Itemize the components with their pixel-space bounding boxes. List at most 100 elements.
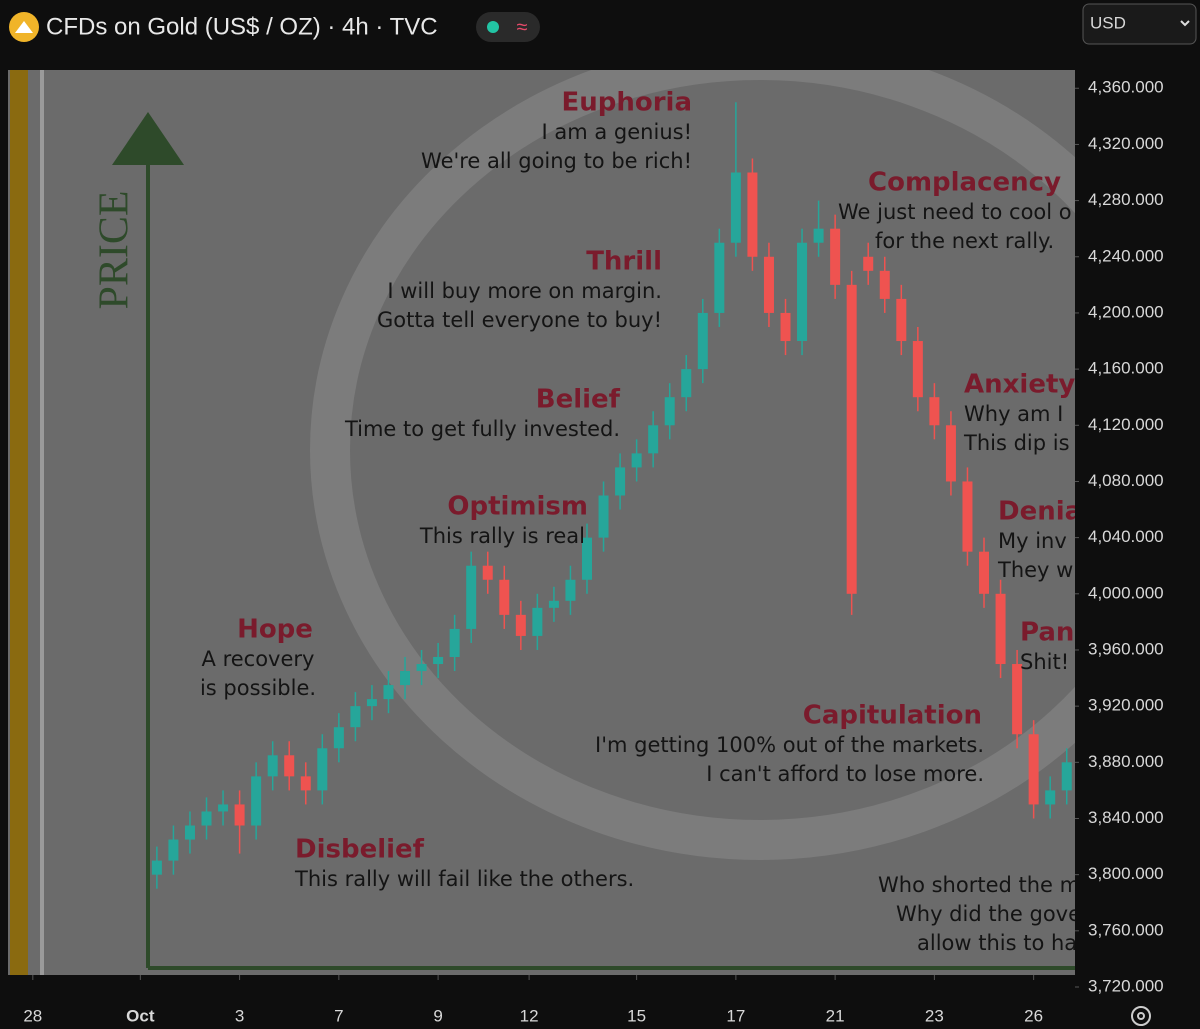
candle-body [184, 825, 195, 840]
candle-body [317, 748, 328, 791]
candle-body [284, 755, 295, 777]
x-tick-label: 15 [627, 1006, 646, 1025]
candle-body [648, 425, 659, 454]
phase-label: Hope [237, 615, 313, 645]
y-tick-label: 4,280.000 [1088, 190, 1164, 209]
candle-body [482, 565, 493, 580]
x-tick-label: 21 [826, 1006, 845, 1025]
x-tick-label: 17 [726, 1006, 745, 1025]
x-tick-label: 12 [520, 1006, 539, 1025]
gold-stripe [10, 70, 28, 975]
dropdown-chevron [1180, 20, 1190, 27]
candle-body [896, 298, 907, 342]
y-tick-label: 3,880.000 [1088, 752, 1164, 771]
logo-glyph [15, 21, 33, 33]
currency-label: USD [1090, 13, 1126, 32]
phase-text: Shit! [1020, 650, 1069, 674]
y-tick-label: 4,000.000 [1088, 583, 1164, 602]
phase-label: Denia [998, 497, 1082, 527]
phase-text: This dip is [963, 431, 1070, 455]
candle-body [879, 270, 890, 299]
candle-body [151, 860, 162, 875]
phase-text: Why am I [964, 402, 1063, 426]
y-tick-label: 4,360.000 [1088, 78, 1164, 97]
axes: 3,720.000 3,760.000 3,800.000 3,840.000 3,88… [23, 78, 1163, 1026]
phase-text: This rally is real [419, 524, 585, 548]
candle-body [350, 706, 361, 728]
phase-text: Why did the gove [896, 902, 1081, 926]
badge-symbol: ≈ [517, 16, 528, 38]
candle-body [433, 656, 444, 665]
candle-body [747, 172, 758, 257]
phase-label: Optimism [447, 492, 588, 522]
candle-body [929, 397, 940, 426]
phase-text: Gotta tell everyone to buy! [377, 308, 662, 332]
x-tick-label: 7 [334, 1006, 343, 1025]
candle-body [400, 671, 411, 686]
candle-body [681, 369, 692, 398]
phase-label: Pan [1020, 618, 1074, 648]
candle-body [300, 776, 311, 791]
candle-body [813, 228, 824, 243]
candle-body [449, 628, 460, 657]
phase-text: I will buy more on margin. [387, 279, 662, 303]
coin-watermark [310, 70, 1075, 860]
currency-select[interactable] [1082, 3, 1197, 45]
light-stripe [40, 70, 44, 975]
x-tick-label: 23 [925, 1006, 944, 1025]
candle-body [962, 481, 973, 552]
phase-text: allow this to ha [917, 931, 1077, 955]
candle-body [466, 565, 477, 629]
candle-body [995, 593, 1006, 665]
candle-body [697, 312, 708, 370]
candle-body [912, 341, 923, 398]
candle-body [234, 804, 245, 826]
phase-label: Belief [536, 385, 621, 415]
candle-body [631, 453, 642, 468]
candle-body [333, 727, 344, 749]
phase-label: Complacency [868, 168, 1061, 198]
phase-text: I am a genius! [542, 120, 692, 144]
phase-label: Disbelief [295, 835, 425, 865]
candles [151, 102, 1072, 889]
candle-body [581, 537, 592, 580]
y-tick-label: 4,240.000 [1088, 246, 1164, 265]
plot-area: PRICE [8, 70, 1075, 975]
cycle-axes [146, 150, 1075, 970]
candle-body [201, 811, 212, 826]
phase-text: I'm getting 100% out of the markets. [595, 733, 984, 757]
phase-label: Thrill [586, 247, 662, 277]
x-tick-label: 28 [23, 1006, 42, 1025]
candle-body [979, 551, 990, 594]
candle-body [565, 579, 576, 601]
x-tick-label: Oct [126, 1006, 155, 1025]
candle-body [863, 256, 874, 271]
y-tick-label: 4,080.000 [1088, 471, 1164, 490]
phase-text: My inv [998, 529, 1067, 553]
y-tick-label: 3,920.000 [1088, 696, 1164, 715]
candle-body [251, 776, 262, 826]
candle-body [515, 614, 526, 636]
price-label: PRICE [92, 190, 138, 309]
symbol-title[interactable]: CFDs on Gold (US$ / OZ) · 4h · TVC [46, 13, 438, 40]
phase-text: A recovery [202, 647, 315, 671]
settings-icon-core [1137, 1012, 1145, 1020]
candle-body [615, 467, 626, 496]
candle-body [548, 600, 559, 608]
candle-body [532, 607, 543, 636]
y-tick-label: 4,040.000 [1088, 527, 1164, 546]
status-badge[interactable] [476, 12, 540, 42]
candle-body [499, 579, 510, 615]
candle-body [267, 755, 278, 777]
candle-body [1045, 790, 1056, 805]
candle-body [366, 699, 377, 707]
y-tick-label: 4,320.000 [1088, 134, 1164, 153]
y-tick-label: 4,160.000 [1088, 359, 1164, 378]
settings-icon[interactable] [1131, 1006, 1151, 1026]
candle-body [218, 804, 229, 812]
price-axis [1075, 60, 1200, 990]
candle-body [730, 172, 741, 243]
y-tick-label: 3,800.000 [1088, 864, 1164, 883]
candle-body [598, 495, 609, 538]
